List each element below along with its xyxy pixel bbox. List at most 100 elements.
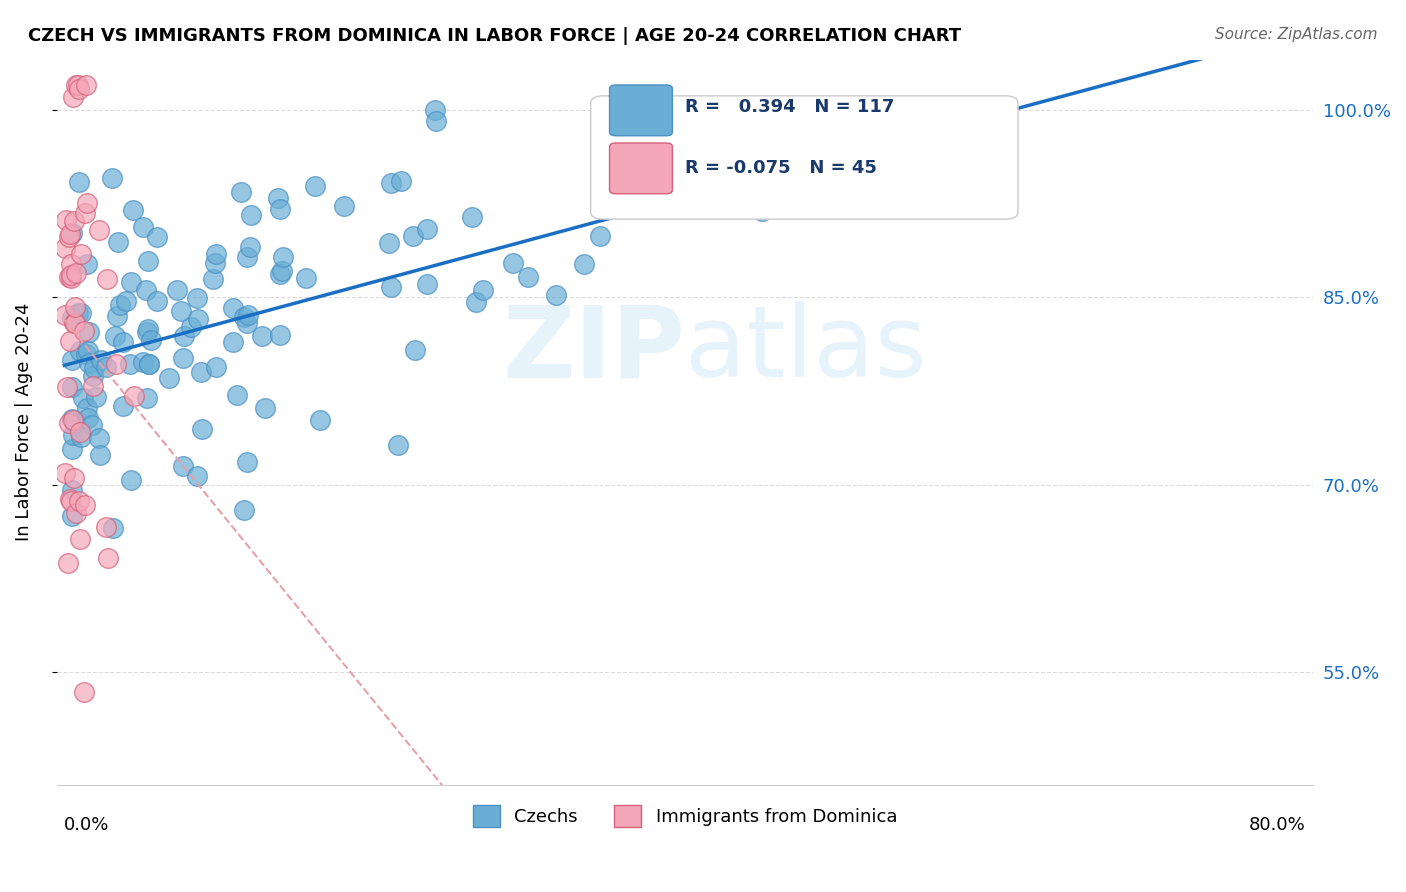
Point bbox=[75, 78, 97, 92]
Text: R = -0.075   N = 45: R = -0.075 N = 45 bbox=[685, 160, 877, 178]
Point bbox=[110, 298, 132, 312]
Point bbox=[62, 413, 84, 427]
Point bbox=[157, 370, 180, 384]
Point bbox=[65, 78, 87, 92]
Point bbox=[82, 417, 104, 432]
Point bbox=[416, 222, 439, 236]
Point bbox=[53, 241, 76, 255]
Point bbox=[59, 227, 82, 242]
Point bbox=[63, 471, 86, 485]
Point bbox=[464, 295, 486, 310]
Point bbox=[138, 357, 160, 371]
Text: atlas: atlas bbox=[685, 301, 927, 398]
Point bbox=[173, 329, 195, 343]
Point bbox=[89, 223, 111, 237]
Point bbox=[205, 247, 228, 261]
Point bbox=[76, 196, 98, 211]
Point bbox=[120, 474, 142, 488]
Point bbox=[69, 532, 91, 546]
Point bbox=[75, 346, 97, 360]
Point bbox=[145, 293, 167, 308]
Point bbox=[136, 391, 159, 405]
Point bbox=[139, 334, 162, 348]
Point bbox=[77, 356, 100, 370]
Legend: Czechs, Immigrants from Dominica: Czechs, Immigrants from Dominica bbox=[465, 797, 904, 834]
Point bbox=[332, 198, 354, 212]
Point bbox=[60, 226, 83, 240]
Point bbox=[238, 308, 260, 322]
Point bbox=[70, 306, 93, 320]
Point bbox=[82, 379, 104, 393]
Point bbox=[69, 343, 91, 358]
Point bbox=[146, 230, 169, 244]
Point bbox=[65, 266, 87, 280]
Point bbox=[295, 271, 318, 285]
Point bbox=[309, 413, 332, 427]
Point bbox=[59, 492, 82, 507]
Text: 0.0%: 0.0% bbox=[65, 816, 110, 834]
Point bbox=[572, 257, 595, 271]
Point bbox=[75, 206, 97, 220]
Point bbox=[60, 442, 83, 457]
Point bbox=[63, 316, 86, 330]
Point bbox=[76, 401, 98, 415]
Point bbox=[112, 335, 135, 350]
Point bbox=[59, 334, 82, 348]
Point bbox=[169, 303, 191, 318]
Point bbox=[190, 365, 212, 379]
Point bbox=[114, 293, 136, 308]
Point bbox=[60, 483, 83, 498]
Point bbox=[269, 267, 291, 281]
Point bbox=[96, 359, 118, 374]
Point bbox=[70, 247, 93, 261]
Point bbox=[271, 250, 294, 264]
Point bbox=[180, 320, 202, 334]
Point bbox=[83, 360, 105, 375]
Point bbox=[238, 240, 260, 254]
Point bbox=[53, 309, 76, 323]
Point bbox=[66, 78, 89, 92]
Point bbox=[62, 90, 84, 104]
Point bbox=[77, 325, 100, 339]
FancyBboxPatch shape bbox=[610, 85, 672, 136]
Point bbox=[377, 236, 399, 251]
Point bbox=[136, 325, 159, 339]
Point bbox=[135, 284, 157, 298]
Point bbox=[63, 417, 86, 431]
Point bbox=[166, 283, 188, 297]
Point bbox=[425, 103, 447, 117]
Point bbox=[58, 416, 80, 430]
Point bbox=[202, 272, 225, 286]
Point bbox=[76, 410, 98, 425]
Point bbox=[136, 253, 159, 268]
Point bbox=[59, 257, 82, 271]
Point bbox=[132, 219, 155, 234]
Point bbox=[225, 387, 247, 401]
Point bbox=[55, 213, 77, 227]
Text: 80.0%: 80.0% bbox=[1249, 816, 1306, 834]
Point bbox=[751, 204, 773, 219]
Point bbox=[972, 159, 994, 173]
Point bbox=[544, 288, 567, 302]
Point bbox=[235, 250, 257, 264]
Point bbox=[204, 255, 226, 269]
Point bbox=[250, 328, 273, 343]
Point bbox=[236, 455, 259, 469]
Point bbox=[387, 438, 409, 452]
Point bbox=[404, 343, 426, 357]
Point bbox=[132, 355, 155, 369]
Point bbox=[516, 269, 538, 284]
Point bbox=[270, 264, 292, 278]
Point bbox=[236, 317, 259, 331]
Point bbox=[90, 352, 112, 367]
Point bbox=[94, 519, 117, 533]
Point bbox=[187, 311, 209, 326]
Point bbox=[67, 82, 90, 96]
Point bbox=[222, 334, 245, 349]
Point bbox=[460, 210, 482, 224]
Point bbox=[59, 494, 82, 508]
Point bbox=[63, 316, 86, 330]
Point bbox=[89, 448, 111, 462]
Point bbox=[62, 428, 84, 442]
Point bbox=[240, 208, 263, 222]
